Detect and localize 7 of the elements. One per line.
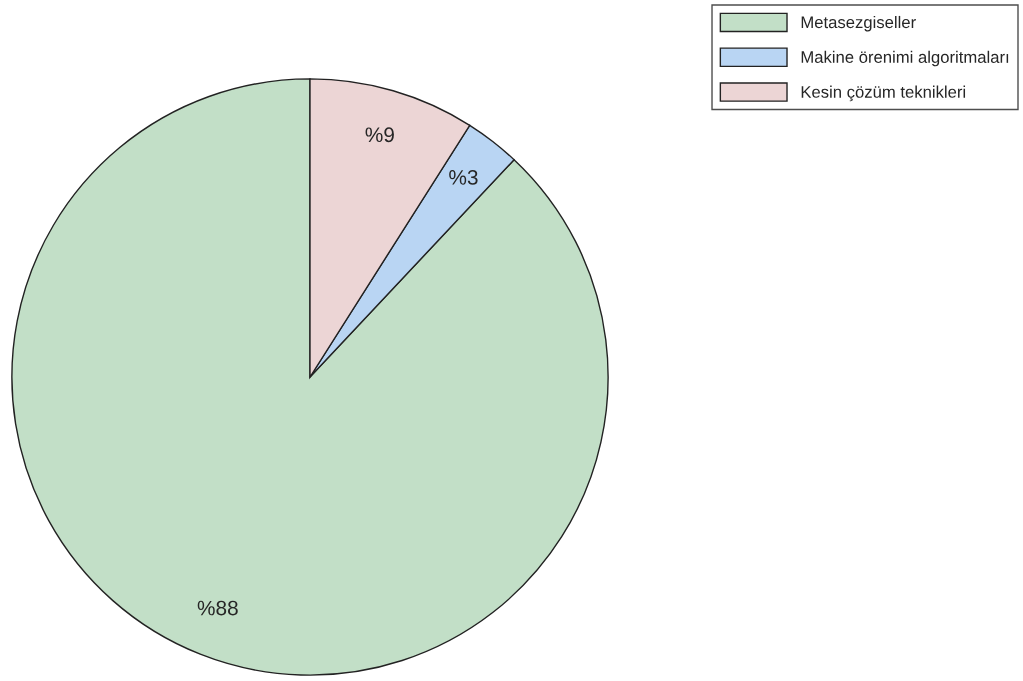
data-label: %88 <box>197 600 238 616</box>
data-label: %3 <box>449 169 478 185</box>
pie-slice <box>11 78 609 676</box>
legend-label: Metasezgiseller <box>801 15 916 32</box>
legend-label: Makine örenimi algoritmaları <box>801 50 1009 67</box>
data-label: %9 <box>365 127 394 143</box>
legend-label: Kesin çözüm teknikleri <box>801 85 966 102</box>
